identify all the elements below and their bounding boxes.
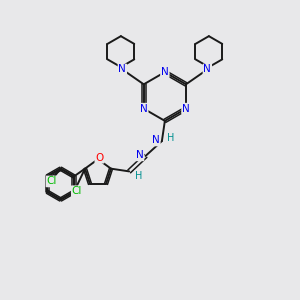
Text: O: O [95,153,104,163]
Text: N: N [118,64,126,74]
Text: Cl: Cl [46,176,57,186]
Text: N: N [136,150,143,161]
Text: H: H [167,133,175,143]
Text: N: N [182,104,190,114]
Text: Cl: Cl [72,186,82,196]
Text: N: N [140,104,148,114]
Text: N: N [152,136,160,146]
Text: N: N [161,67,169,77]
Text: N: N [203,64,211,74]
Text: H: H [135,171,142,181]
